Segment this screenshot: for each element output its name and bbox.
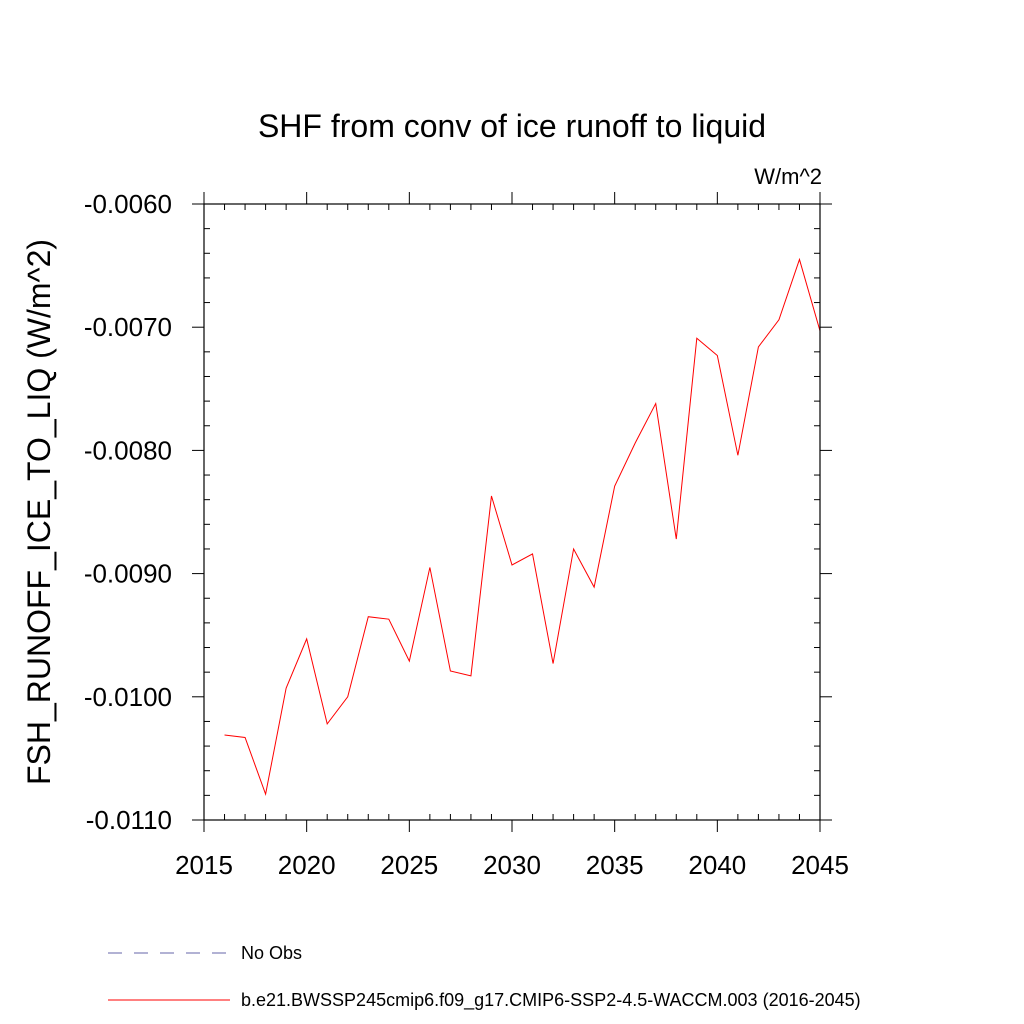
chart-title: SHF from conv of ice runoff to liquid (258, 108, 766, 144)
units-label: W/m^2 (754, 164, 822, 189)
series-layer (224, 257, 821, 797)
series-line (224, 257, 821, 797)
x-tick-label: 2020 (278, 850, 336, 880)
x-tick-label: 2045 (791, 850, 849, 880)
x-tick-label: 2015 (175, 850, 233, 880)
y-tick-label: -0.0060 (84, 189, 172, 219)
y-axis-label: FSH_RUNOFF_ICE_TO_LIQ (W/m^2) (21, 239, 57, 785)
legend: No Obs b.e21.BWSSP245cmip6.f09_g17.CMIP6-… (108, 943, 861, 1011)
y-tick-label: -0.0100 (84, 682, 172, 712)
y-tick-label: -0.0090 (84, 559, 172, 589)
x-tick-label: 2030 (483, 850, 541, 880)
y-tick-label: -0.0110 (86, 805, 172, 835)
y-tick-label: -0.0070 (84, 312, 172, 342)
x-tick-label: 2040 (688, 850, 746, 880)
x-tick-label: 2025 (380, 850, 438, 880)
ticks-layer: 2015 2020 2025 2030 2035 2040 2045 -0.0110 -0.01… (84, 189, 849, 880)
plot-frame (203, 203, 821, 821)
y-tick-label: -0.0080 (84, 435, 172, 465)
legend-label: No Obs (241, 943, 302, 963)
legend-label: b.e21.BWSSP245cmip6.f09_g17.CMIP6-SSP2-4… (241, 990, 861, 1011)
x-tick-label: 2035 (586, 850, 644, 880)
